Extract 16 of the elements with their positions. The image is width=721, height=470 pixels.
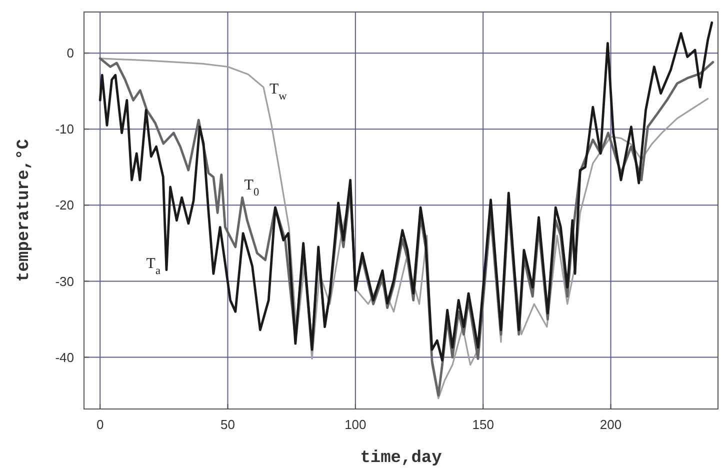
series-label: T$_{w}$ (270, 81, 288, 102)
y-axis-title: temperature,°C (15, 139, 34, 282)
y-tick-label: -40 (55, 350, 74, 365)
y-tick-label: -20 (55, 198, 74, 213)
x-tick-label: 50 (220, 417, 235, 432)
series-label: T$_{0}$ (244, 178, 260, 199)
x-tick-label: 200 (600, 417, 622, 432)
x-axis-title: time,day (360, 449, 442, 468)
x-tick-label: 100 (344, 417, 366, 432)
x-tick-label: 150 (472, 417, 494, 432)
y-tick-label: -30 (55, 274, 74, 289)
line-series (98, 21, 714, 362)
x-tick-label: 0 (96, 417, 104, 432)
y-tick-label: 0 (66, 46, 74, 61)
y-tick-label: -10 (55, 122, 74, 137)
series-label: T$_{a}$ (146, 256, 160, 277)
